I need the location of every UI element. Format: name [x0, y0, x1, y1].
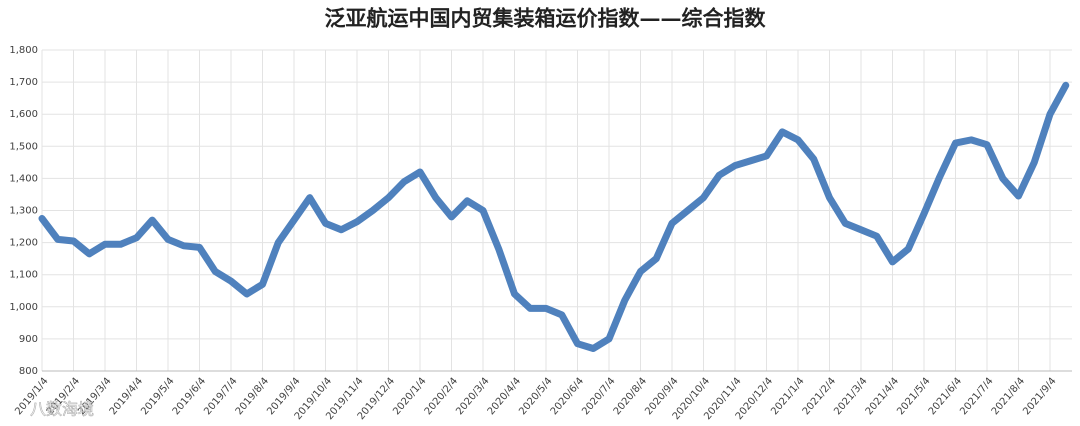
y-tick-label: 1,300 — [9, 206, 38, 217]
y-tick-label: 900 — [19, 334, 38, 345]
y-tick-label: 1,800 — [9, 45, 38, 56]
y-tick-label: 1,100 — [9, 270, 38, 281]
y-tick-label: 800 — [19, 366, 38, 377]
chart-title: 泛亚航运中国内贸集装箱运价指数——综合指数 — [325, 6, 767, 31]
watermark: 八数海境 — [30, 400, 94, 419]
y-tick-label: 1,000 — [9, 302, 38, 313]
series-line — [38, 81, 1070, 353]
y-tick-label: 1,400 — [9, 173, 38, 184]
y-tick-label: 1,700 — [9, 77, 38, 88]
y-tick-label: 1,600 — [9, 109, 38, 120]
x-tick-label: 2021/9/4 — [1021, 376, 1058, 417]
y-tick-label: 1,200 — [9, 238, 38, 249]
y-tick-label: 1,500 — [9, 141, 38, 152]
